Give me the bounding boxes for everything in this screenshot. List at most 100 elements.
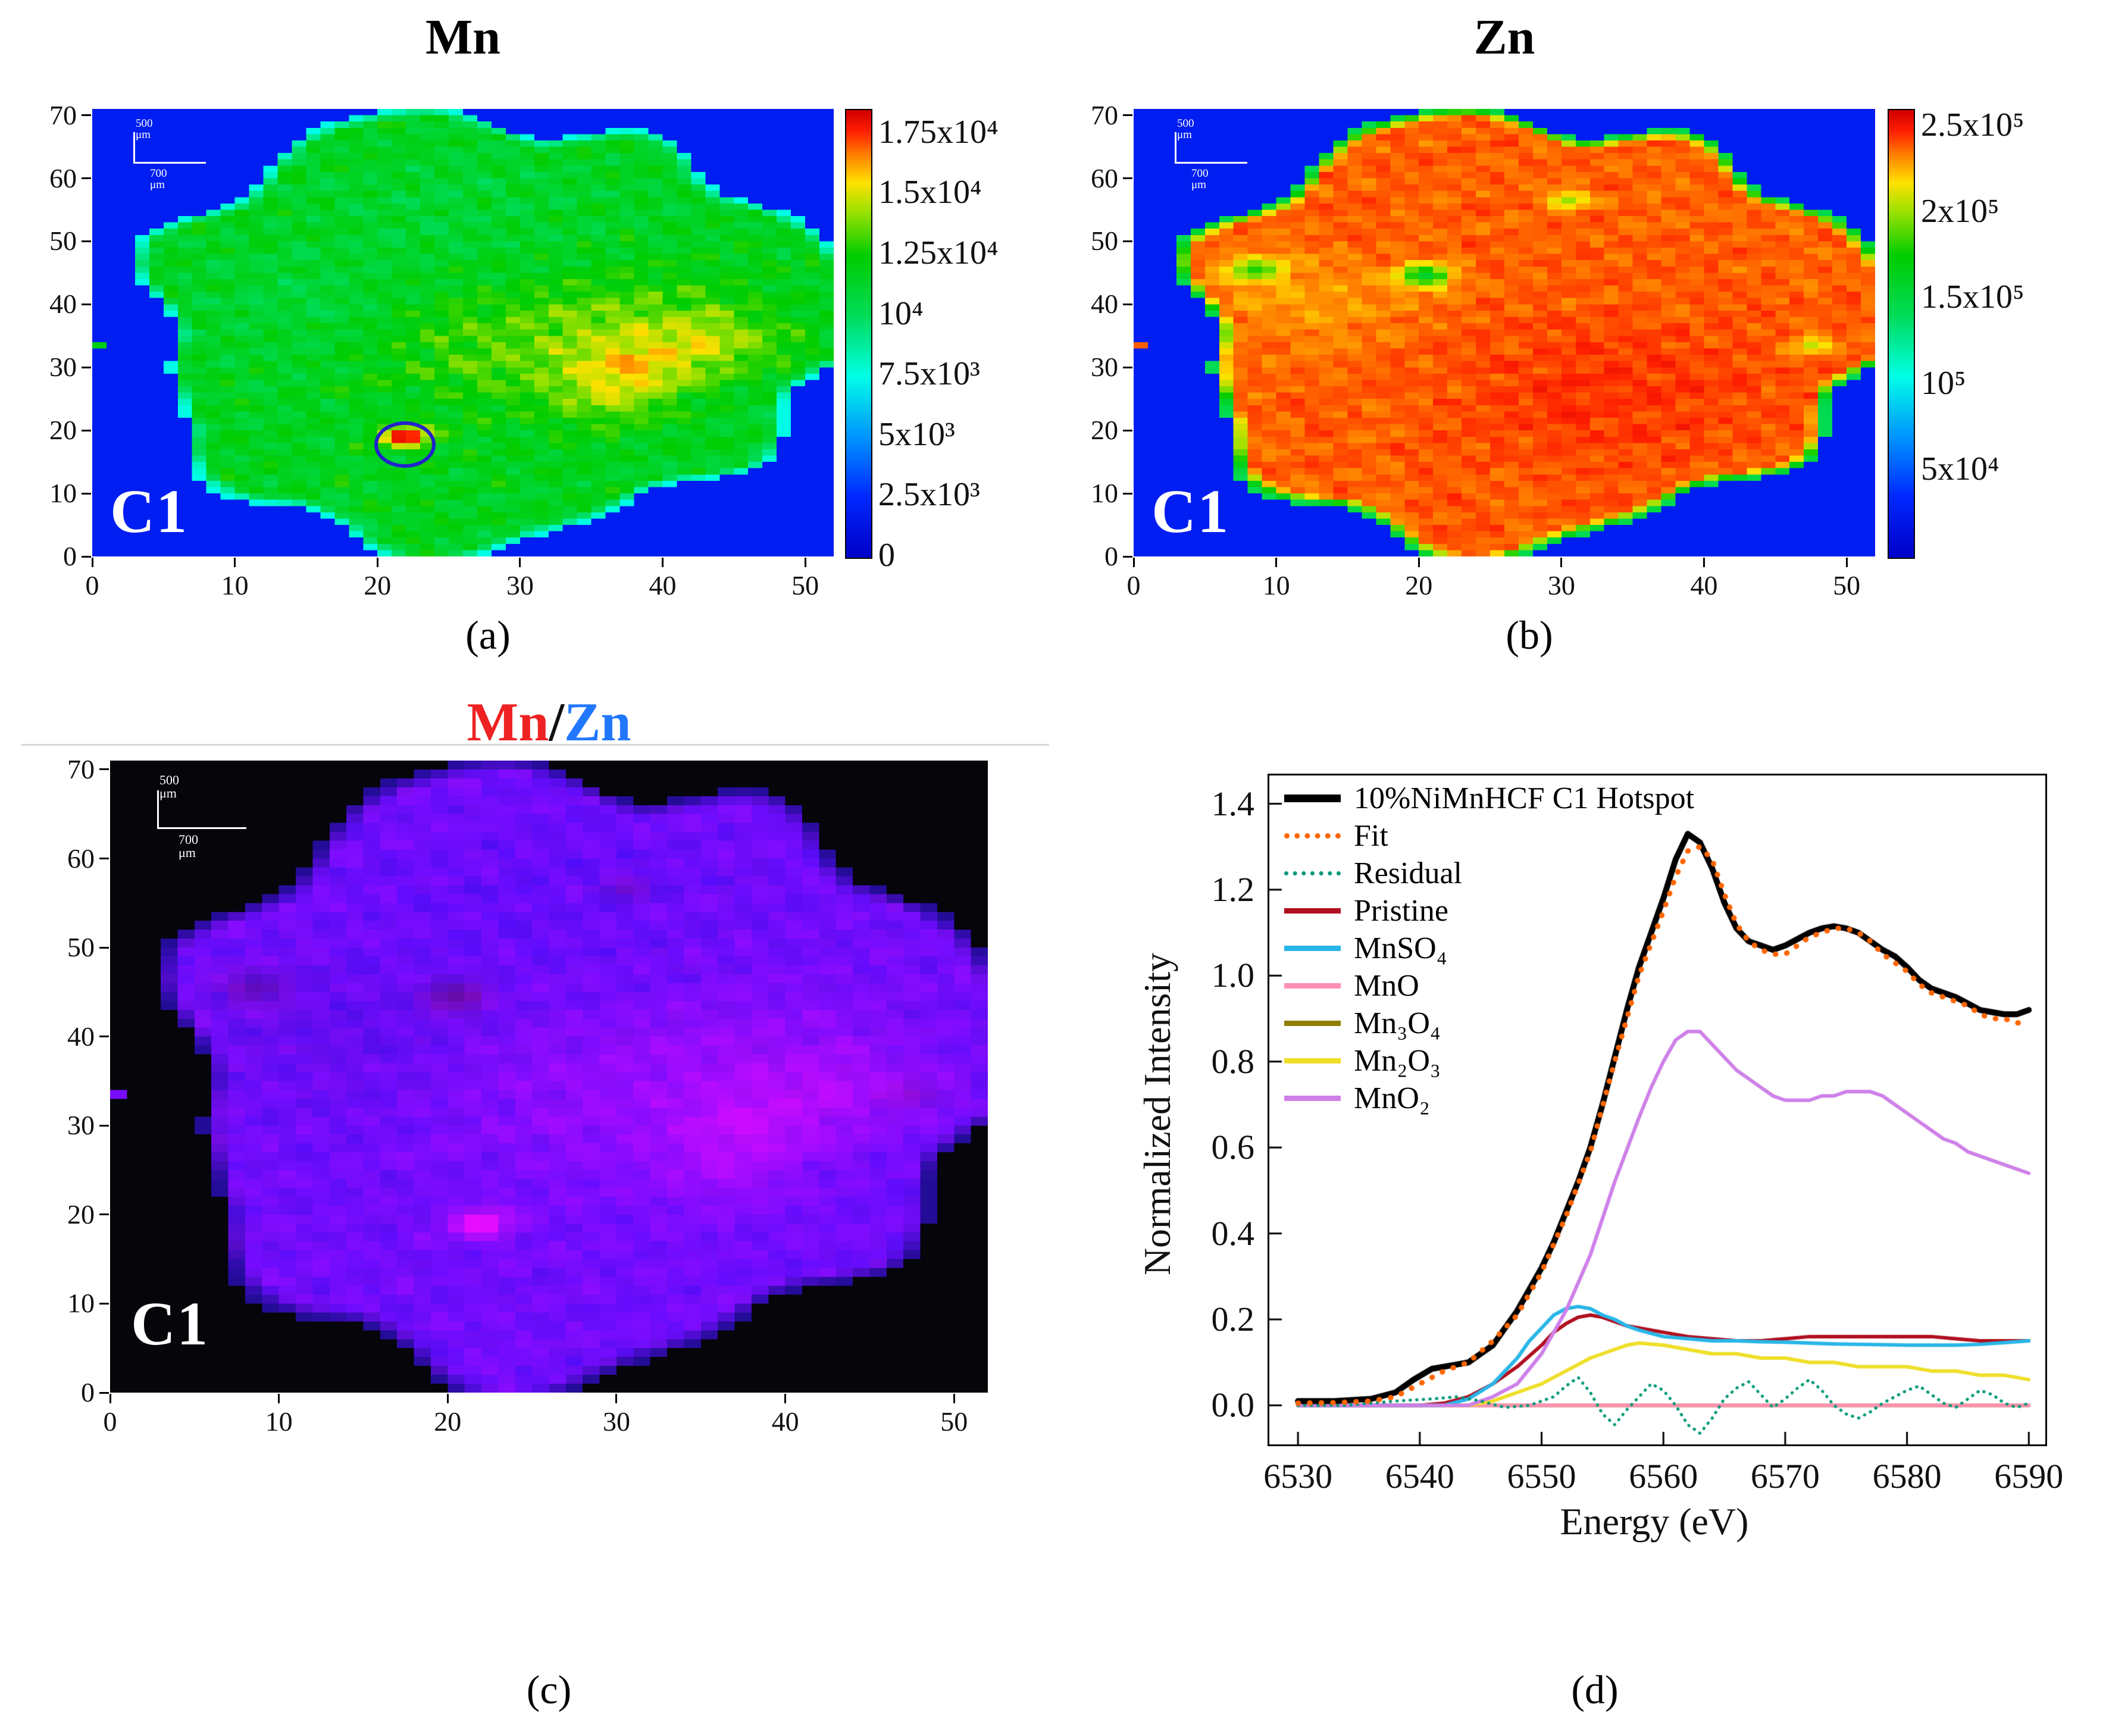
legend-label: Mn₃O₄ — [1354, 1006, 1441, 1040]
y-tick-label: 40 — [49, 289, 77, 320]
legend-row-pristine: Pristine — [1284, 892, 1694, 930]
x-tick-label: 40 — [1690, 570, 1718, 600]
zn-map-canvas — [1134, 109, 1875, 556]
x-tick-label: 6560 — [1629, 1457, 1698, 1496]
y-tick-label: 70 — [67, 753, 95, 784]
colorbar-tick-label: 7.5x10³ — [878, 355, 980, 393]
colorbar-tick-label: 10⁴ — [878, 295, 924, 332]
scalebar-h-label: 700 μm — [1191, 167, 1209, 191]
x-tick-label: 20 — [364, 570, 392, 600]
scalebar-v-label: 500 μm — [1177, 117, 1194, 141]
scalebar-h-label: 700 μm — [179, 832, 198, 860]
y-tick-mark — [1123, 492, 1132, 495]
x-tick-mark — [784, 1394, 787, 1403]
caption-d: (d) — [1571, 1667, 1619, 1712]
panel-b-title: Zn — [1473, 10, 1535, 65]
y-tick-label: 0.4 — [1211, 1213, 1255, 1253]
y-axis-label: Normalized Intensity — [1136, 952, 1178, 1276]
zn-colorbar — [1888, 109, 1915, 559]
x-axis-label: Energy (eV) — [1560, 1500, 1749, 1543]
legend-label: 10%NiMnHCF C1 Hotspot — [1354, 781, 1695, 815]
legend-row-mn2o3: Mn₂O₃ — [1284, 1042, 1694, 1080]
y-tick-mark — [99, 1213, 109, 1216]
colorbar-tick-label: 0 — [878, 537, 895, 574]
colorbar-tick-label: 10⁵ — [1921, 364, 1966, 402]
x-tick-label: 30 — [602, 1406, 630, 1437]
x-tick-mark — [1132, 558, 1135, 567]
legend-label: MnO₂ — [1354, 1081, 1430, 1115]
y-tick-label: 1.0 — [1211, 956, 1255, 995]
legend-line-sample — [1284, 795, 1341, 802]
y-tick-mark — [82, 366, 91, 368]
y-tick-label: 70 — [49, 99, 77, 130]
legend-label: Mn₂O₃ — [1354, 1043, 1441, 1078]
y-tick-label: 10 — [49, 478, 77, 509]
x-tick-label: 6540 — [1385, 1457, 1454, 1496]
y-tick-mark — [99, 1302, 109, 1305]
x-tick-label: 50 — [1833, 570, 1861, 600]
xanes-legend: 10%NiMnHCF C1 Hotspot Fit Residual Pristine… — [1284, 780, 1694, 1117]
x-tick-label: 40 — [649, 570, 677, 600]
panel-c-title-zn: Zn — [564, 692, 631, 752]
y-tick-label: 1.2 — [1211, 869, 1255, 909]
y-tick-label: 50 — [67, 932, 95, 963]
x-tick-label: 6550 — [1507, 1457, 1576, 1496]
y-tick-mark — [1123, 366, 1132, 368]
y-tick-mark — [99, 946, 109, 949]
x-tick-mark — [234, 558, 236, 567]
mn-map-canvas — [92, 109, 834, 556]
x-tick-mark — [953, 1394, 955, 1403]
scalebar-h-line — [1175, 162, 1247, 164]
colorbar-tick-label: 2.5x10⁵ — [1921, 106, 2024, 143]
x-tick-label: 20 — [434, 1406, 462, 1437]
scalebar-v-label: 500 μm — [159, 772, 179, 800]
legend-line-sample — [1284, 833, 1341, 839]
y-tick-label: 50 — [1091, 226, 1118, 257]
x-tick-mark — [519, 558, 521, 567]
y-tick-label: 20 — [1091, 415, 1118, 446]
y-tick-mark — [1123, 303, 1132, 305]
y-tick-label: 0.0 — [1211, 1385, 1255, 1425]
legend-line-sample — [1284, 946, 1341, 951]
x-tick-label: 0 — [103, 1406, 117, 1437]
legend-line-sample — [1284, 1021, 1341, 1026]
colorbar-tick-label: 1.5x10⁴ — [878, 174, 982, 211]
x-tick-mark — [1560, 558, 1563, 567]
y-tick-label: 30 — [67, 1110, 95, 1141]
x-tick-label: 50 — [791, 570, 819, 600]
x-tick-mark — [278, 1394, 280, 1403]
y-tick-label: 30 — [49, 352, 77, 383]
mn-zn-overlay-canvas — [110, 761, 988, 1393]
legend-label: MnSO₄ — [1354, 931, 1447, 965]
y-tick-label: 20 — [49, 415, 77, 446]
y-tick-label: 50 — [49, 226, 77, 257]
x-tick-label: 40 — [771, 1406, 799, 1437]
x-tick-label: 50 — [940, 1406, 968, 1437]
panel-c-title: Mn/Zn — [110, 690, 988, 753]
x-tick-label: 20 — [1405, 570, 1433, 600]
x-tick-label: 6590 — [1994, 1457, 2064, 1496]
y-tick-label: 10 — [1091, 478, 1118, 509]
x-tick-label: 10 — [221, 570, 249, 600]
y-tick-label: 0.6 — [1211, 1128, 1255, 1167]
y-tick-mark — [99, 1124, 109, 1127]
x-tick-mark — [109, 1394, 111, 1403]
x-tick-label: 10 — [265, 1406, 293, 1437]
legend-line-sample — [1284, 1096, 1341, 1101]
legend-line-sample — [1284, 871, 1341, 875]
legend-line-sample — [1284, 1058, 1341, 1064]
y-tick-mark — [99, 1391, 109, 1394]
y-tick-mark — [1123, 177, 1132, 179]
y-tick-mark — [82, 177, 91, 179]
legend-row-mno2: MnO₂ — [1284, 1080, 1694, 1117]
scalebar-v-line — [157, 790, 159, 828]
legend-row-mn3o4: Mn₃O₄ — [1284, 1005, 1694, 1042]
xanes-plot-canvas — [1268, 774, 2047, 1446]
scalebar-h-line — [133, 162, 206, 164]
x-tick-label: 30 — [506, 570, 534, 600]
y-tick-mark — [99, 858, 109, 860]
colorbar-tick-label: 2.5x10³ — [878, 476, 980, 514]
legend-row-residual: Residual — [1284, 855, 1694, 892]
y-tick-label: 60 — [1091, 162, 1118, 193]
legend-row-hotspot: 10%NiMnHCF C1 Hotspot — [1284, 780, 1694, 817]
